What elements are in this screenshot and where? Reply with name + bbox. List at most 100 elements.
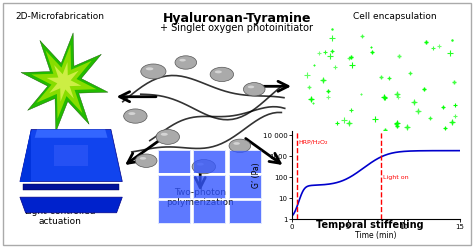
Text: HRP/H₂O₂: HRP/H₂O₂ xyxy=(299,140,328,145)
Point xyxy=(395,54,403,58)
Point xyxy=(315,51,323,55)
Point xyxy=(358,34,366,38)
Point xyxy=(426,116,433,120)
Point xyxy=(392,122,400,126)
Point xyxy=(307,97,315,101)
Point xyxy=(421,87,428,91)
Ellipse shape xyxy=(128,112,136,115)
Point xyxy=(385,76,392,80)
Point xyxy=(380,95,388,99)
Point xyxy=(380,95,388,99)
FancyBboxPatch shape xyxy=(228,175,262,199)
FancyBboxPatch shape xyxy=(159,176,190,198)
Ellipse shape xyxy=(140,157,146,160)
Ellipse shape xyxy=(229,139,251,153)
Point xyxy=(447,51,454,55)
Point xyxy=(345,56,353,60)
Point xyxy=(439,105,447,109)
X-axis label: Time (min): Time (min) xyxy=(355,231,396,240)
FancyBboxPatch shape xyxy=(193,175,227,199)
Point xyxy=(422,40,430,44)
Point xyxy=(377,75,384,79)
Point xyxy=(309,101,317,105)
Point xyxy=(394,95,402,99)
Text: Light on: Light on xyxy=(383,175,409,180)
Ellipse shape xyxy=(244,83,265,96)
Point xyxy=(407,71,414,75)
Ellipse shape xyxy=(179,59,186,62)
Point xyxy=(346,121,353,125)
FancyBboxPatch shape xyxy=(159,201,190,223)
FancyBboxPatch shape xyxy=(194,176,225,198)
FancyBboxPatch shape xyxy=(157,175,191,199)
Point xyxy=(385,76,392,80)
Point xyxy=(426,116,433,120)
Ellipse shape xyxy=(215,70,222,73)
Point xyxy=(448,120,456,124)
Polygon shape xyxy=(35,129,108,138)
Point xyxy=(393,92,401,96)
FancyBboxPatch shape xyxy=(194,151,225,173)
Point xyxy=(450,80,458,84)
Point xyxy=(442,126,449,130)
Point xyxy=(448,38,456,42)
FancyBboxPatch shape xyxy=(3,3,471,245)
Point xyxy=(448,38,456,42)
Point xyxy=(328,49,336,53)
FancyBboxPatch shape xyxy=(159,151,190,173)
Polygon shape xyxy=(23,184,119,190)
Point xyxy=(368,50,376,54)
Point xyxy=(421,87,428,91)
Point xyxy=(347,108,355,112)
FancyBboxPatch shape xyxy=(228,200,262,224)
FancyBboxPatch shape xyxy=(230,151,261,173)
Point xyxy=(403,125,410,129)
FancyBboxPatch shape xyxy=(157,200,191,224)
Point xyxy=(303,73,310,77)
Polygon shape xyxy=(20,129,122,182)
Point xyxy=(305,85,313,89)
Point xyxy=(328,28,336,31)
Text: Light-controlled
actuation: Light-controlled actuation xyxy=(24,207,96,226)
Polygon shape xyxy=(54,145,88,166)
Point xyxy=(368,50,376,54)
Text: + Singlet oxygen photoinitiator: + Singlet oxygen photoinitiator xyxy=(161,23,313,33)
Ellipse shape xyxy=(156,129,180,144)
Point xyxy=(407,71,414,75)
Point xyxy=(328,28,336,31)
Ellipse shape xyxy=(161,133,168,136)
Y-axis label: G’ (Pa): G’ (Pa) xyxy=(252,163,261,188)
Point xyxy=(307,97,315,101)
Point xyxy=(410,100,418,104)
Point xyxy=(345,56,353,60)
Ellipse shape xyxy=(210,67,234,82)
Ellipse shape xyxy=(192,159,216,174)
Point xyxy=(321,50,329,54)
Point xyxy=(377,75,384,79)
Ellipse shape xyxy=(136,154,157,167)
Ellipse shape xyxy=(146,67,154,70)
Point xyxy=(310,63,318,67)
Point xyxy=(393,124,401,128)
Point xyxy=(382,128,389,132)
Point xyxy=(382,128,389,132)
Text: Temporal stiffening: Temporal stiffening xyxy=(316,220,424,230)
Ellipse shape xyxy=(175,56,197,69)
Point xyxy=(403,125,410,129)
Point xyxy=(414,109,421,113)
Point xyxy=(328,35,336,39)
Point xyxy=(347,56,355,60)
FancyBboxPatch shape xyxy=(228,150,262,173)
Point xyxy=(393,124,401,128)
Point xyxy=(450,80,458,84)
Point xyxy=(435,44,442,48)
Point xyxy=(448,120,456,124)
Point xyxy=(324,89,332,93)
Text: 2D-Microfabrication: 2D-Microfabrication xyxy=(16,12,104,21)
FancyBboxPatch shape xyxy=(230,176,261,198)
Point xyxy=(381,96,389,100)
Point xyxy=(346,121,353,125)
Point xyxy=(429,46,437,50)
Point xyxy=(319,78,327,82)
Polygon shape xyxy=(20,129,31,182)
